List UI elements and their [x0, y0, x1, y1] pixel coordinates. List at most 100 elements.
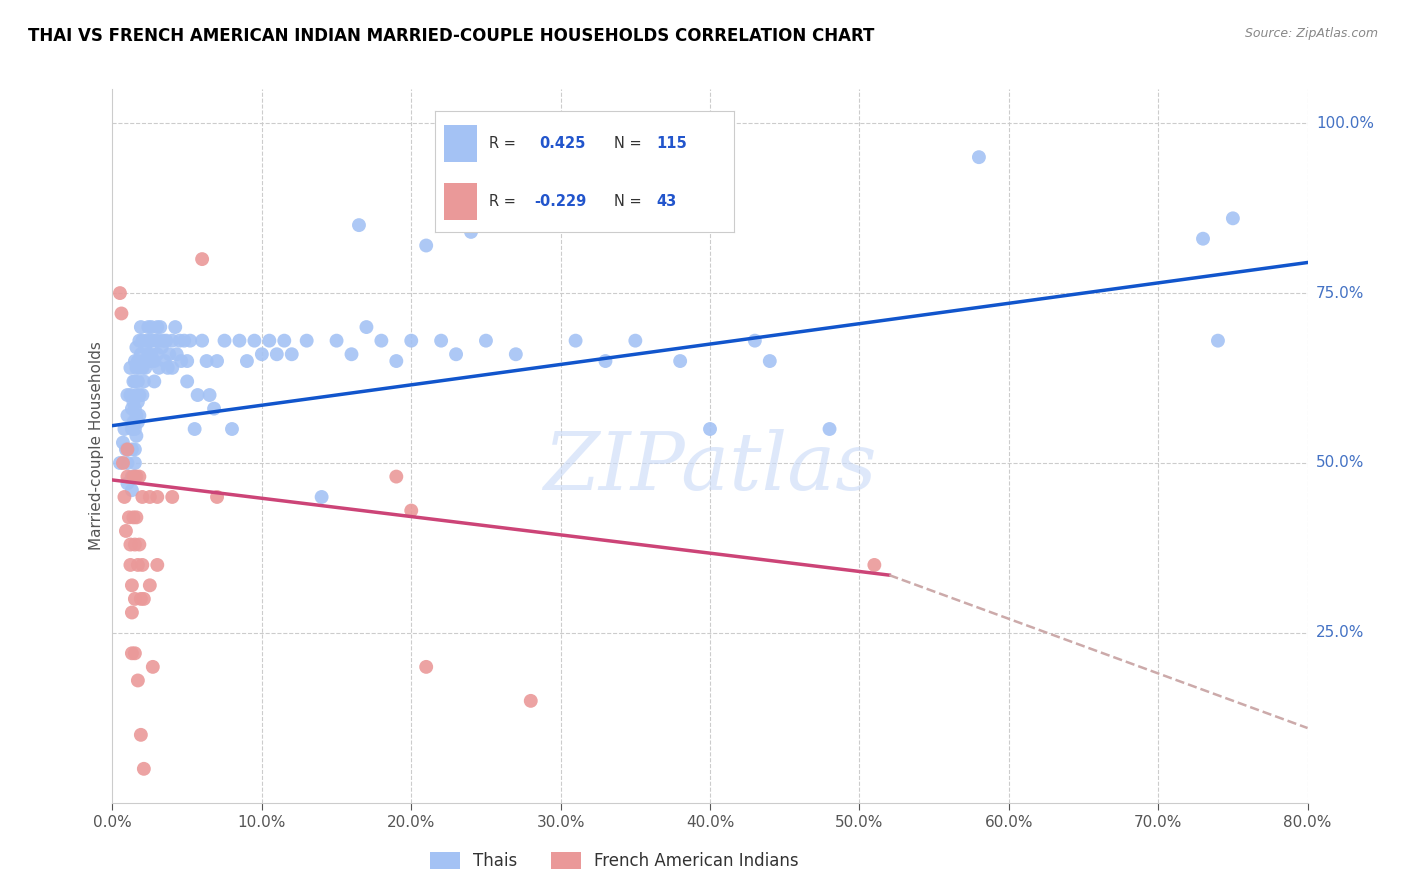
Point — [141, 320, 163, 334]
Point — [281, 347, 304, 361]
Point — [127, 354, 149, 368]
Point — [117, 469, 139, 483]
Point — [125, 510, 148, 524]
Point — [117, 409, 139, 423]
Legend: Thais, French American Indians: Thais, French American Indians — [423, 845, 806, 877]
Point — [415, 238, 437, 252]
Point — [148, 360, 170, 375]
Point — [967, 150, 990, 164]
Point — [114, 422, 135, 436]
Point — [564, 334, 586, 348]
Y-axis label: Married-couple Households: Married-couple Households — [89, 342, 104, 550]
Point — [125, 341, 148, 355]
Point — [129, 320, 152, 334]
Point — [132, 354, 155, 368]
Text: 100.0%: 100.0% — [1316, 116, 1374, 131]
Point — [127, 375, 149, 389]
Point — [401, 334, 423, 348]
Point — [191, 252, 214, 266]
Point — [146, 347, 169, 361]
Point — [108, 286, 131, 301]
Point — [122, 415, 145, 429]
Point — [131, 388, 153, 402]
Point — [131, 490, 153, 504]
Point — [125, 409, 148, 423]
Point — [142, 334, 165, 348]
Point — [162, 490, 183, 504]
Point — [124, 591, 146, 606]
Point — [195, 354, 218, 368]
Point — [125, 388, 148, 402]
Point — [110, 306, 132, 320]
Point — [156, 360, 179, 375]
Point — [139, 354, 162, 368]
Point — [191, 334, 214, 348]
Point — [170, 354, 193, 368]
Point — [128, 469, 150, 483]
Point — [124, 537, 146, 551]
Point — [460, 225, 482, 239]
Point — [744, 334, 766, 348]
Point — [595, 354, 617, 368]
Point — [176, 354, 198, 368]
Point — [385, 354, 408, 368]
Point — [108, 456, 131, 470]
Point — [1206, 334, 1229, 348]
Point — [187, 388, 209, 402]
Point — [121, 578, 143, 592]
Point — [475, 334, 498, 348]
Point — [669, 354, 692, 368]
Point — [1222, 211, 1244, 226]
Point — [183, 422, 205, 436]
Point — [124, 375, 146, 389]
Text: 50.0%: 50.0% — [1316, 456, 1364, 470]
Point — [124, 456, 146, 470]
Point — [699, 422, 721, 436]
Point — [169, 334, 191, 348]
Text: 75.0%: 75.0% — [1316, 285, 1364, 301]
Point — [818, 422, 841, 436]
Point — [138, 320, 160, 334]
Point — [122, 394, 145, 409]
Point — [114, 490, 135, 504]
Point — [124, 354, 146, 368]
Point — [120, 537, 142, 551]
Point — [125, 360, 148, 375]
Point — [142, 660, 165, 674]
Point — [135, 334, 157, 348]
Point — [444, 347, 467, 361]
Point — [127, 394, 149, 409]
Point — [129, 591, 152, 606]
Point — [124, 442, 146, 457]
Point — [129, 347, 152, 361]
Point — [1192, 232, 1215, 246]
Point — [132, 762, 155, 776]
Point — [214, 334, 236, 348]
Point — [143, 375, 166, 389]
Point — [111, 435, 134, 450]
Point — [370, 334, 392, 348]
Point — [146, 490, 169, 504]
Point — [176, 375, 198, 389]
Point — [131, 360, 153, 375]
Point — [121, 469, 143, 483]
Point — [127, 673, 149, 688]
Point — [228, 334, 250, 348]
Point — [266, 347, 288, 361]
Point — [121, 646, 143, 660]
Point — [166, 347, 188, 361]
Point — [143, 354, 166, 368]
Point — [125, 469, 148, 483]
Point — [129, 728, 152, 742]
Point — [505, 347, 527, 361]
Point — [146, 558, 169, 572]
Point — [127, 415, 149, 429]
Point — [121, 442, 143, 457]
Point — [340, 347, 363, 361]
Point — [128, 360, 150, 375]
Point — [162, 334, 183, 348]
Point — [117, 388, 139, 402]
Point — [520, 694, 543, 708]
Point — [401, 503, 423, 517]
Point — [139, 490, 162, 504]
